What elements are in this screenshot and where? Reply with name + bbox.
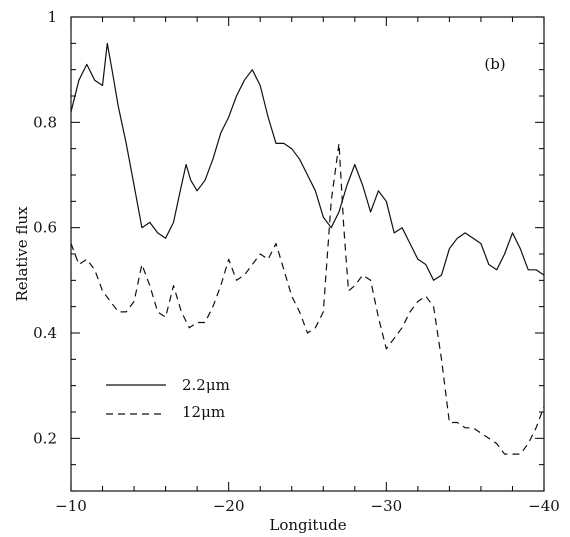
y-tick-label: 0.8 bbox=[33, 113, 57, 131]
axis-ticks: −10 −20 −30 −40 0.2 0.4 0.6 0.8 1 bbox=[33, 8, 560, 515]
legend-label-2-2um: 2.2μm bbox=[182, 376, 230, 394]
x-tick-label: −40 bbox=[528, 497, 560, 515]
x-tick-label: −30 bbox=[371, 497, 403, 515]
data-series bbox=[70, 42, 545, 455]
series-line-2-2um bbox=[70, 42, 545, 281]
y-tick-label: 0.4 bbox=[33, 324, 57, 342]
y-tick-label: 0.6 bbox=[33, 219, 57, 237]
legend: 2.2μm 12μm bbox=[106, 376, 230, 421]
series-line-12um bbox=[70, 142, 545, 455]
plot-frame bbox=[70, 16, 545, 492]
y-axis-label: Relative flux bbox=[13, 206, 31, 302]
x-tick-label: −10 bbox=[55, 497, 87, 515]
y-tick-label: 1 bbox=[47, 8, 57, 26]
x-tick-label: −20 bbox=[213, 497, 245, 515]
legend-label-12um: 12μm bbox=[182, 403, 225, 421]
y-tick-label: 0.2 bbox=[33, 429, 57, 447]
x-axis-label: Longitude bbox=[269, 516, 346, 534]
panel-label: (b) bbox=[484, 55, 505, 73]
